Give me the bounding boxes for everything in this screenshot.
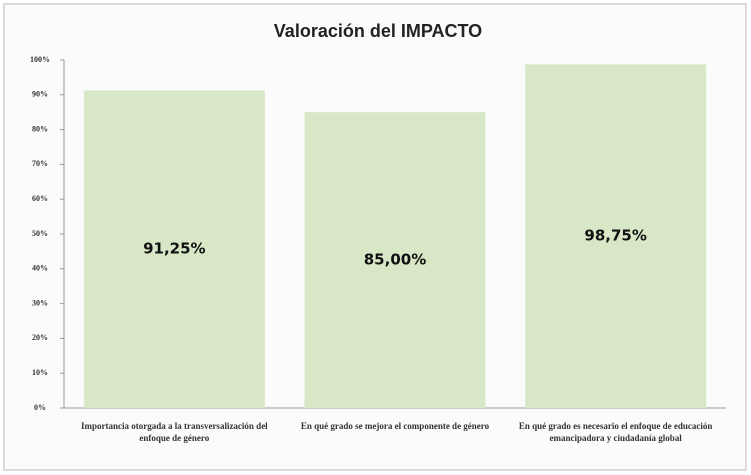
bar (304, 112, 486, 408)
bar (525, 64, 707, 408)
x-tick-label: En qué grado se mejora el componente de … (300, 421, 490, 431)
y-tick-label: 90% (32, 90, 48, 99)
y-tick-label: 60% (32, 194, 48, 203)
y-tick-label: 10% (32, 368, 48, 377)
value-label: 98,75% (584, 227, 646, 245)
y-tick-label: 30% (32, 298, 48, 307)
y-tick-label: 100% (30, 55, 50, 64)
y-tick-label: 70% (32, 159, 48, 168)
x-label-box: En qué grado es necesario el enfoque de … (518, 421, 713, 443)
y-tick-label: 20% (32, 333, 48, 342)
x-tick-label: Importancia otorgada a la transversaliza… (80, 421, 268, 443)
y-tick-label: 0% (34, 403, 46, 412)
value-label: 85,00% (364, 251, 426, 269)
x-label-box: En qué grado se mejora el componente de … (300, 421, 490, 431)
bar (83, 90, 265, 408)
chart-title: Valoración del IMPACTO (274, 21, 482, 41)
x-label-box: Importancia otorgada a la transversaliza… (80, 421, 268, 443)
y-tick-label: 80% (32, 124, 48, 133)
x-tick-label: En qué grado es necesario el enfoque de … (518, 421, 713, 443)
value-label: 91,25% (143, 240, 205, 258)
y-tick-label: 50% (32, 229, 48, 238)
y-tick-label: 40% (32, 264, 48, 273)
